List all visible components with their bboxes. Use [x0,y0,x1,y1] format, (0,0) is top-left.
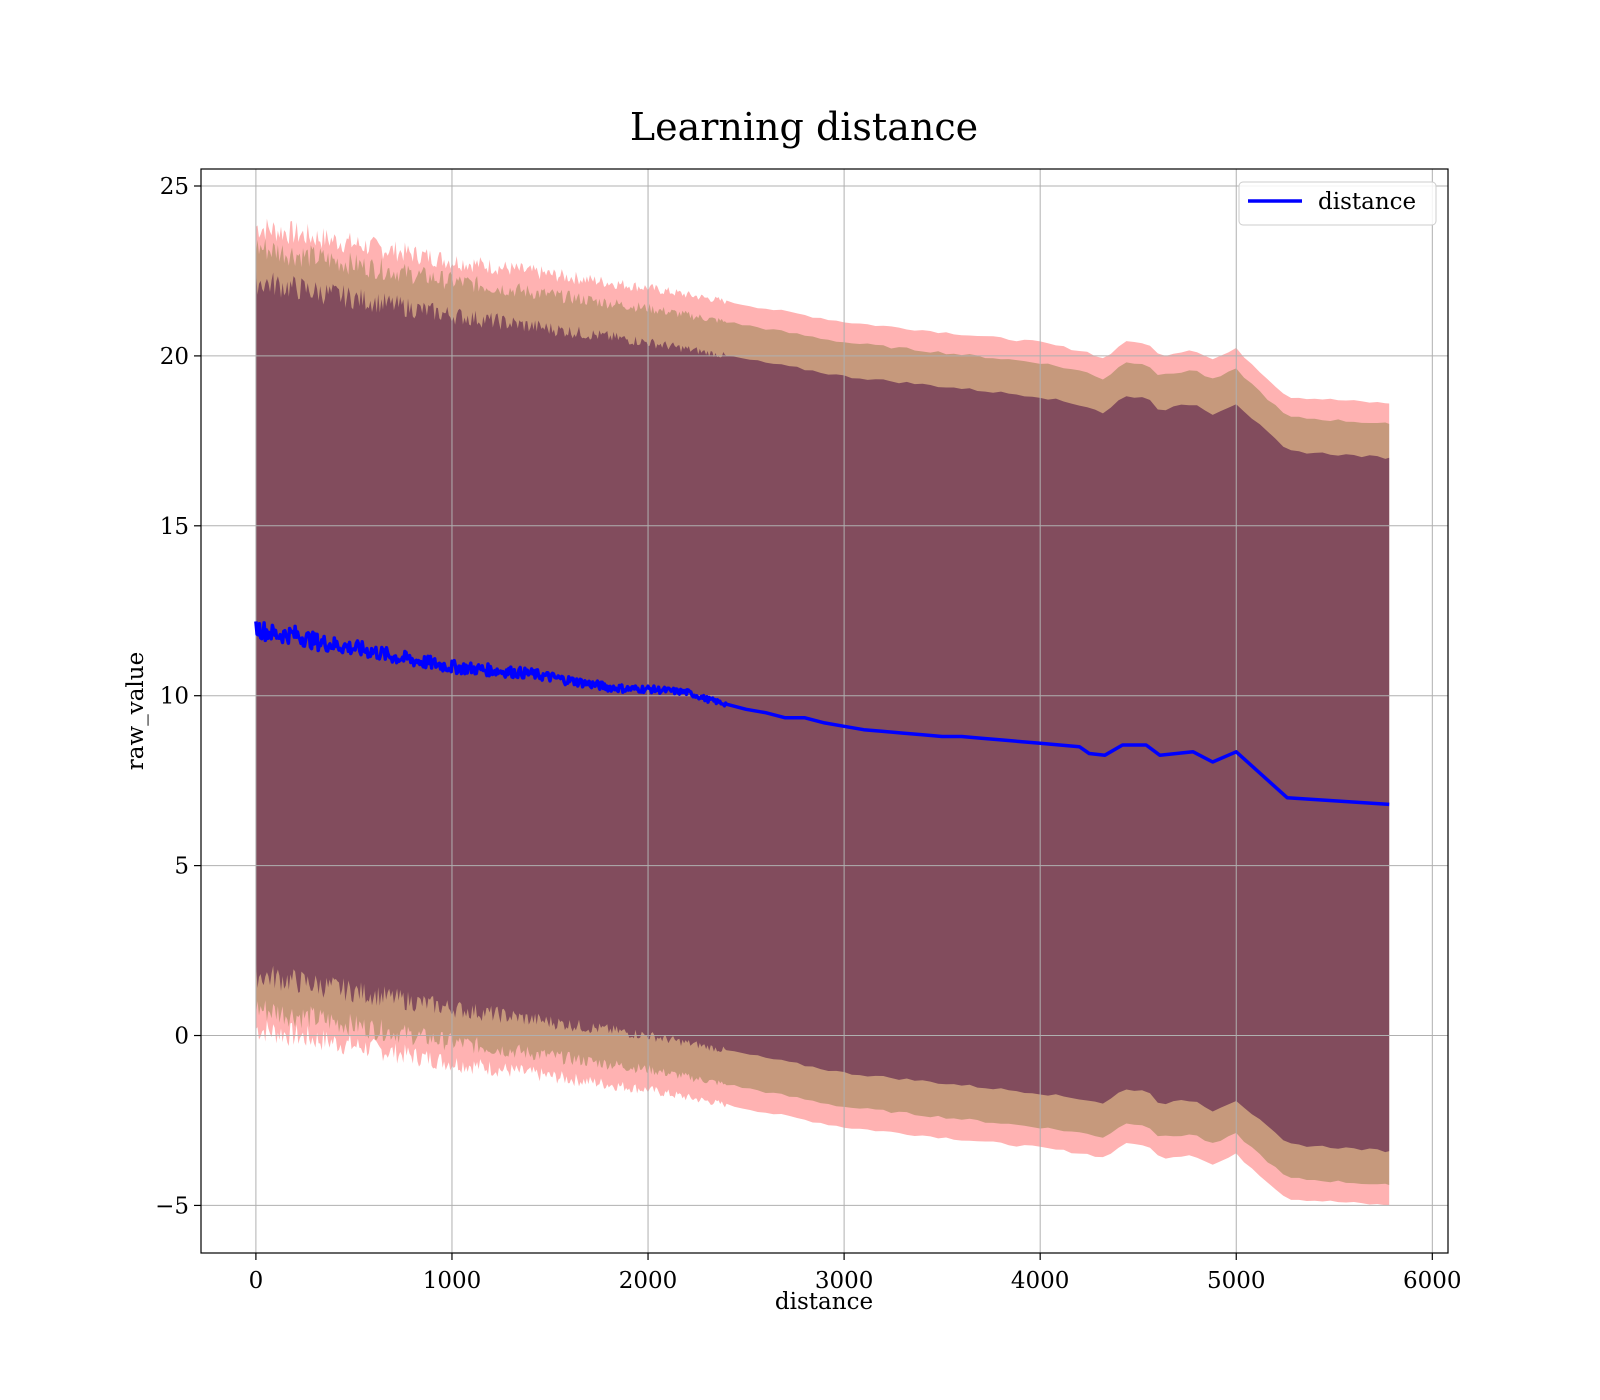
y-axis-label: raw_value [123,652,149,770]
x-axis-label: distance [775,1289,873,1315]
chart-title: Learning distance [630,105,978,149]
y-tick-label: −5 [155,1193,189,1219]
grid [201,169,1448,1253]
x-tick-label: 0 [249,1268,264,1294]
y-tick-label: 20 [160,344,189,370]
y-axis-ticks: −5 0 5 10 15 20 25 [155,174,201,1219]
x-tick-label: 1000 [423,1268,482,1294]
plot-frame [200,168,1449,1254]
y-tick-label: 10 [160,684,189,710]
series-lines [254,621,1390,807]
y-tick-label: 5 [174,854,189,880]
x-tick-label: 6000 [1403,1268,1462,1294]
x-axis-ticks: 0 1000 2000 3000 4000 5000 6000 [249,1253,1462,1294]
x-tick-label: 4000 [1011,1268,1070,1294]
x-tick-label: 3000 [815,1268,874,1294]
y-tick-label: 25 [160,174,189,200]
y-tick-label: 15 [160,514,189,540]
legend: distance [1238,181,1437,226]
legend-label-distance: distance [1318,189,1416,215]
x-tick-label: 2000 [619,1268,678,1294]
legend-box [1238,181,1437,226]
series-line-0 [254,621,1390,807]
x-tick-label: 5000 [1207,1268,1266,1294]
y-tick-label: 0 [174,1024,189,1050]
band-2 [255,268,1390,1153]
confidence-bands [255,218,1390,1206]
